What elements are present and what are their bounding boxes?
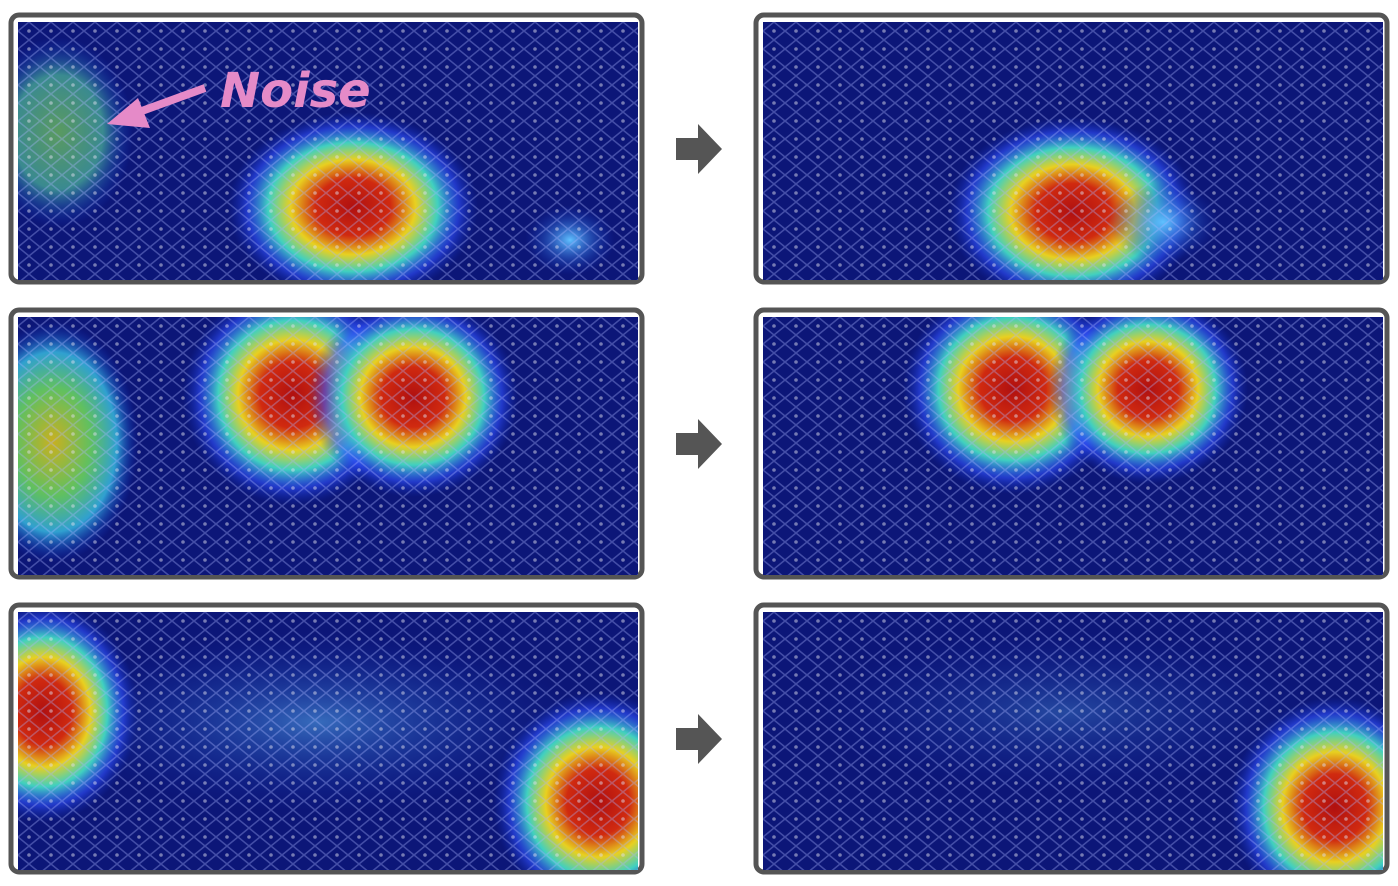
noise-annotation: Noise xyxy=(107,63,371,128)
panel-mid-left xyxy=(8,307,645,580)
panel-mid-right xyxy=(753,307,1390,580)
panel-top-right xyxy=(753,12,1390,285)
arrows xyxy=(676,124,722,764)
annotation-label: Noise xyxy=(220,63,371,119)
panel-bottom-right xyxy=(753,602,1390,875)
annotation-arrowhead xyxy=(107,98,150,128)
arrow xyxy=(676,124,722,174)
arrow xyxy=(676,714,722,764)
arrow xyxy=(676,419,722,469)
panel-bottom-left xyxy=(8,602,645,875)
panel-top-left xyxy=(8,12,645,285)
